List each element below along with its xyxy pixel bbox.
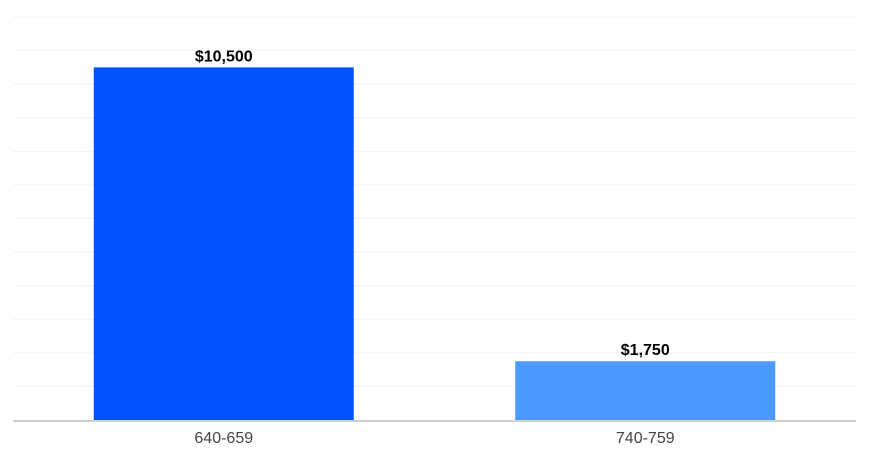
data-label-640-659: $10,500 [195, 48, 253, 65]
data-label-740-759: $1,750 [621, 342, 670, 359]
x-tick-label-740-759: 740-759 [616, 430, 675, 447]
bar-740-759 [515, 361, 776, 420]
x-tick-label-640-659: 640-659 [194, 430, 253, 447]
bar-640-659 [93, 67, 354, 420]
